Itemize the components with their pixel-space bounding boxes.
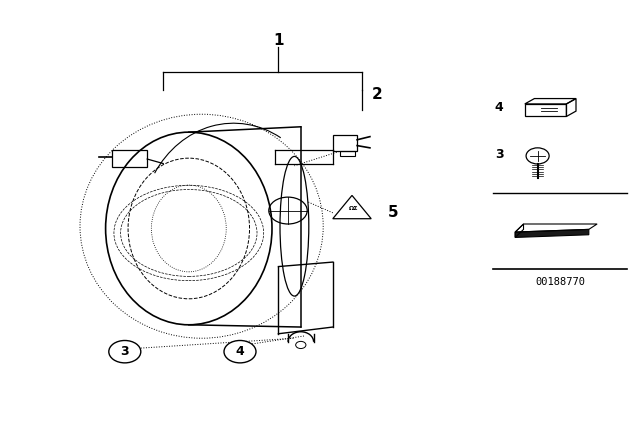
Text: 00188770: 00188770	[535, 277, 585, 287]
Polygon shape	[515, 229, 589, 237]
Text: 4: 4	[236, 345, 244, 358]
Text: ΩΣ: ΩΣ	[349, 206, 358, 211]
Text: 1: 1	[273, 33, 284, 48]
Text: 3: 3	[120, 345, 129, 358]
Text: 2: 2	[372, 86, 383, 102]
Text: 3: 3	[495, 148, 504, 161]
Circle shape	[224, 340, 256, 363]
Circle shape	[109, 340, 141, 363]
Text: 5: 5	[388, 205, 399, 220]
Text: 4: 4	[495, 101, 504, 114]
